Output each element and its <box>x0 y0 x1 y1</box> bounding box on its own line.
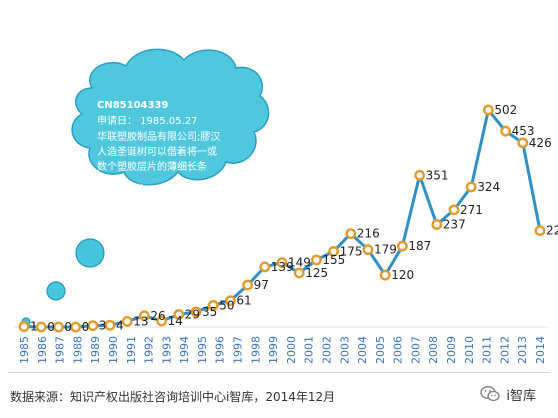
x-tick-1988: 1988 <box>71 336 84 364</box>
x-tick-1993: 1993 <box>160 336 173 364</box>
x-tick-1994: 1994 <box>178 336 191 364</box>
data-label-19: 216 <box>357 227 380 241</box>
data-label-29: 426 <box>529 136 552 150</box>
x-tick-2000: 2000 <box>285 336 298 364</box>
x-tick-2014: 2014 <box>534 336 547 364</box>
data-label-26: 324 <box>477 180 500 194</box>
data-label-23: 351 <box>426 168 449 182</box>
data-point-5 <box>106 321 114 329</box>
data-source-note: 数据来源：知识产权出版社咨询培训中心i智库，2014年12月 <box>10 388 335 405</box>
data-label-24: 237 <box>443 218 466 232</box>
bubble-patent-number: CN85104339 <box>97 100 168 111</box>
x-tick-1999: 1999 <box>267 336 280 364</box>
data-label-2: 0 <box>64 320 72 334</box>
bubble-text-line-1: 华联塑胶制品有限公司;膠汉 <box>97 130 220 143</box>
x-tick-2007: 2007 <box>409 336 422 364</box>
x-tick-2009: 2009 <box>445 336 458 364</box>
data-label-30: 223 <box>546 224 558 238</box>
footer-divider <box>8 372 550 373</box>
bubble-dot-2 <box>47 282 65 300</box>
brand-badge: i智库 <box>474 382 542 406</box>
data-label-3: 0 <box>82 320 90 334</box>
x-tick-1992: 1992 <box>143 336 156 364</box>
data-point-27 <box>484 106 492 114</box>
brand-name: i智库 <box>506 385 536 404</box>
data-label-18: 175 <box>340 244 363 258</box>
data-label-12: 61 <box>236 294 251 308</box>
data-label-16: 125 <box>305 266 328 280</box>
x-tick-2008: 2008 <box>427 336 440 364</box>
wechat-icon <box>480 385 500 403</box>
data-point-30 <box>536 226 544 234</box>
data-label-13: 97 <box>254 278 269 292</box>
x-tick-1986: 1986 <box>36 336 49 364</box>
data-label-5: 4 <box>116 318 124 332</box>
data-point-13 <box>243 281 251 289</box>
x-tick-1987: 1987 <box>54 336 67 364</box>
data-label-20: 179 <box>374 243 397 257</box>
data-point-21 <box>381 271 389 279</box>
data-point-26 <box>467 183 475 191</box>
data-point-23 <box>415 171 423 179</box>
data-point-3 <box>71 323 79 331</box>
x-tick-labels: 1985 1986 1987 1988 1989 1990 1991 1992 1993 1994… <box>18 336 547 364</box>
x-tick-1998: 1998 <box>249 336 262 364</box>
bubble-text-line-4: 夹……….. <box>97 175 143 188</box>
data-label-0: 1 <box>30 320 38 334</box>
thought-bubble <box>22 49 269 326</box>
data-point-2 <box>54 323 62 331</box>
data-point-29 <box>519 139 527 147</box>
data-point-28 <box>501 127 509 135</box>
data-label-6: 13 <box>133 314 148 328</box>
data-label-22: 187 <box>408 239 431 253</box>
x-tick-2013: 2013 <box>516 336 529 364</box>
data-point-19 <box>347 229 355 237</box>
footer: 数据来源：知识产权出版社咨询培训中心i智库，2014年12月 i智库 <box>0 372 558 418</box>
data-point-6 <box>123 317 131 325</box>
data-label-21: 120 <box>391 268 414 282</box>
x-tick-1990: 1990 <box>107 336 120 364</box>
data-label-11: 50 <box>219 298 234 312</box>
bubble-text-line-3: 数个塑胶层片的薄细长条 <box>97 160 207 173</box>
x-tick-1989: 1989 <box>89 336 102 364</box>
bubble-filing-date: 申请日： 1985.05.27 <box>97 114 197 127</box>
x-tick-2012: 2012 <box>498 336 511 364</box>
data-point-1 <box>37 323 45 331</box>
x-tick-2003: 2003 <box>338 336 351 364</box>
data-label-4: 3 <box>99 319 107 333</box>
x-tick-1995: 1995 <box>196 336 209 364</box>
data-point-0 <box>20 322 28 330</box>
x-tick-1991: 1991 <box>125 336 138 364</box>
data-point-20 <box>364 245 372 253</box>
x-tick-2006: 2006 <box>392 336 405 364</box>
bubble-text-line-2: 人造圣诞树可以借着将一或 <box>97 145 217 158</box>
x-tick-2010: 2010 <box>463 336 476 364</box>
data-label-25: 271 <box>460 203 483 217</box>
x-tick-2011: 2011 <box>481 336 494 364</box>
data-point-22 <box>398 242 406 250</box>
data-label-9: 29 <box>185 307 200 321</box>
data-point-16 <box>295 269 303 277</box>
x-tick-2005: 2005 <box>374 336 387 364</box>
x-tick-2002: 2002 <box>320 336 333 364</box>
data-label-7: 26 <box>150 309 165 323</box>
data-point-17 <box>312 256 320 264</box>
x-tick-1996: 1996 <box>214 336 227 364</box>
x-tick-1997: 1997 <box>232 336 245 364</box>
data-label-1: 0 <box>47 320 55 334</box>
data-point-24 <box>433 220 441 228</box>
x-tick-2004: 2004 <box>356 336 369 364</box>
bubble-dot-1 <box>76 239 104 267</box>
data-label-8: 14 <box>168 314 183 328</box>
x-tick-1985: 1985 <box>18 336 31 364</box>
data-point-4 <box>89 322 97 330</box>
data-point-14 <box>261 263 269 271</box>
data-label-27: 502 <box>494 103 517 117</box>
data-label-10: 35 <box>202 305 217 319</box>
data-point-25 <box>450 206 458 214</box>
x-tick-2001: 2001 <box>303 336 316 364</box>
